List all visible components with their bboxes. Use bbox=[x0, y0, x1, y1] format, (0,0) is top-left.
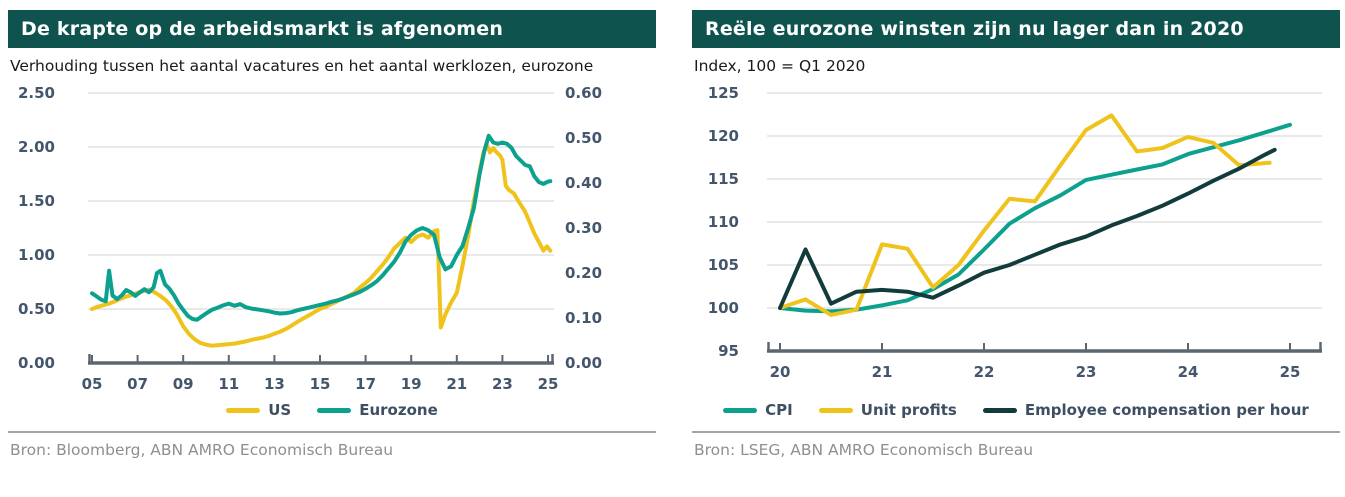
y-tick-label: 0.50 bbox=[18, 300, 55, 318]
y-tick-label: 110 bbox=[708, 213, 739, 231]
legend-item-unit-profits: Unit profits bbox=[818, 401, 957, 419]
x-tick-label: 21 bbox=[872, 363, 893, 381]
series-line-cpi bbox=[778, 122, 1292, 314]
panel-title-bar: De krapte op de arbeidsmarkt is afgenome… bbox=[8, 10, 656, 48]
chart-subtitle: Verhouding tussen het aantal vacatures e… bbox=[10, 57, 594, 75]
legend-label: Employee compensation per hour bbox=[1024, 401, 1309, 419]
x-tick-label: 09 bbox=[173, 375, 194, 393]
source-note: Bron: Bloomberg, ABN AMRO Economisch Bur… bbox=[10, 441, 394, 459]
x-tick-label: 23 bbox=[492, 375, 513, 393]
x-tick-label: 23 bbox=[1076, 363, 1097, 381]
legend-label: Eurozone bbox=[359, 401, 438, 419]
y-tick-label: 0.10 bbox=[565, 309, 602, 327]
legend-label: US bbox=[268, 401, 292, 419]
y-tick-label: 0.60 bbox=[565, 84, 602, 102]
series-line-eurozone bbox=[90, 133, 553, 322]
legend-item-cpi: CPI bbox=[723, 401, 793, 419]
y-tick-label: 1.00 bbox=[18, 246, 55, 264]
y-tick-label: 0.00 bbox=[565, 354, 602, 372]
x-tick-label: 21 bbox=[446, 375, 467, 393]
divider bbox=[8, 431, 656, 433]
x-tick-label: 11 bbox=[218, 375, 239, 393]
labor-market-chart: 05 07 09 11 13 15 17 19 21 23 25 2.50 2.00 1.50 1.00 0.… bbox=[18, 84, 602, 393]
chart-legend: CPI Unit profits Employee compensation per… bbox=[692, 398, 1340, 422]
x-tick-label: 25 bbox=[1280, 363, 1301, 381]
y-tick-label: 0.00 bbox=[18, 354, 55, 372]
legend-item-us: US bbox=[226, 401, 291, 419]
y-tick-label: 125 bbox=[708, 84, 739, 102]
y-tick-label: 2.50 bbox=[18, 84, 55, 102]
x-tick-label: 15 bbox=[310, 375, 331, 393]
x-tick-label: 20 bbox=[770, 363, 791, 381]
x-tick-label: 13 bbox=[264, 375, 285, 393]
report-figures: De krapte op de arbeidsmarkt is afgenome… bbox=[8, 10, 1340, 459]
legend-swatch bbox=[317, 407, 352, 413]
series-line-employee-compensation-per-hour bbox=[778, 147, 1277, 310]
x-tick-label: 17 bbox=[355, 375, 376, 393]
x-tick-label: 07 bbox=[127, 375, 148, 393]
x-tick-label: 05 bbox=[82, 375, 103, 393]
x-tick-label: 19 bbox=[401, 375, 422, 393]
divider bbox=[692, 431, 1340, 433]
y-tick-label: 0.40 bbox=[565, 174, 602, 192]
legend-swatch bbox=[818, 407, 853, 413]
y-tick-label: 120 bbox=[708, 127, 739, 145]
page-title: De krapte op de arbeidsmarkt is afgenome… bbox=[21, 18, 504, 40]
page-title: Reële eurozone winsten zijn nu lager dan… bbox=[705, 18, 1244, 40]
y-tick-label: 115 bbox=[708, 170, 739, 188]
series-line-unit-profits bbox=[778, 113, 1272, 317]
y-tick-label: 0.30 bbox=[565, 219, 602, 237]
x-tick-label: 25 bbox=[538, 375, 559, 393]
y-tick-label: 100 bbox=[708, 299, 739, 317]
panel-profits: Reële eurozone winsten zijn nu lager dan… bbox=[692, 10, 1340, 459]
y-tick-label: 95 bbox=[718, 342, 739, 360]
x-tick-label: 24 bbox=[1178, 363, 1199, 381]
x-tick-label: 22 bbox=[974, 363, 995, 381]
chart-legend: US Eurozone bbox=[8, 398, 656, 422]
y-tick-label: 105 bbox=[708, 256, 739, 274]
legend-swatch bbox=[226, 407, 261, 413]
legend-swatch bbox=[723, 407, 758, 413]
legend-swatch bbox=[982, 407, 1017, 413]
legend-item-employee-compensation-per-hour: Employee compensation per hour bbox=[982, 401, 1309, 419]
y-tick-label: 1.50 bbox=[18, 192, 55, 210]
source-note: Bron: LSEG, ABN AMRO Economisch Bureau bbox=[694, 441, 1034, 459]
chart-subtitle: Index, 100 = Q1 2020 bbox=[694, 57, 866, 75]
y-tick-label: 0.50 bbox=[565, 129, 602, 147]
legend-label: Unit profits bbox=[860, 401, 957, 419]
profits-chart: 20 21 22 23 24 25 125 120 115 110 105 100 95 bbox=[708, 84, 1322, 381]
legend-label: CPI bbox=[765, 401, 793, 419]
y-tick-label: 0.20 bbox=[565, 264, 602, 282]
panel-title-bar: Reële eurozone winsten zijn nu lager dan… bbox=[692, 10, 1340, 48]
y-tick-label: 2.00 bbox=[18, 138, 55, 156]
legend-item-eurozone: Eurozone bbox=[317, 401, 438, 419]
panel-labor-market: De krapte op de arbeidsmarkt is afgenome… bbox=[8, 10, 656, 459]
